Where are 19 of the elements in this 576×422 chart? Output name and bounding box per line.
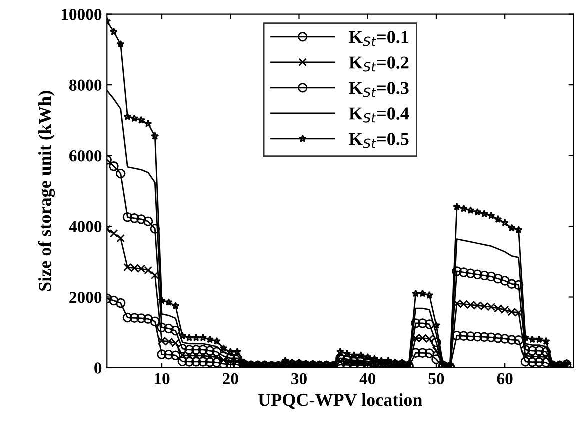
y-tick-label: 10000 — [62, 9, 102, 20]
x-tick-label: 10 — [155, 373, 170, 385]
legend-label: K$_{St}$=0.5 — [349, 133, 409, 148]
legend-label: K$_{St}$=0.4 — [349, 108, 410, 123]
x-axis-title: UPQC-WPV location — [258, 394, 422, 409]
legend-label: K$_{St}$=0.3 — [349, 82, 409, 98]
legend-label: K$_{St}$=0.2 — [349, 56, 409, 72]
x-tick-label: 30 — [292, 373, 307, 385]
y-tick-label: 2000 — [70, 292, 102, 304]
y-tick-label: 0 — [94, 362, 102, 374]
legend-label: K$_{St}$=0.1 — [349, 31, 409, 46]
x-tick-label: 60 — [497, 373, 513, 385]
y-tick-label: 4000 — [69, 221, 102, 232]
x-tick-label: 40 — [360, 373, 376, 385]
y-tick-label: 6000 — [70, 150, 102, 162]
x-tick-label: 50 — [428, 373, 444, 385]
x-tick-label: 20 — [223, 373, 238, 385]
y-axis-title: Size of storage unit (kWh) — [38, 91, 56, 292]
y-tick-label: 8000 — [69, 80, 102, 92]
